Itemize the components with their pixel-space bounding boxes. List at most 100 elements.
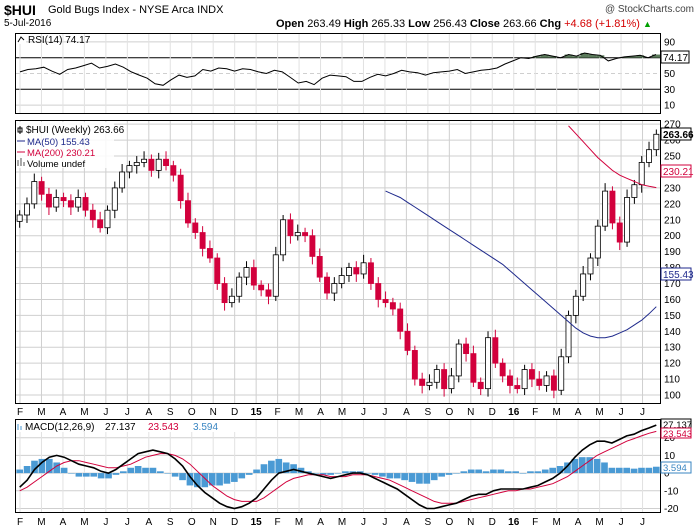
candle-body — [360, 262, 367, 275]
macd-hist-bar — [223, 473, 231, 484]
candlestick-icon — [17, 126, 23, 134]
candle-body — [492, 337, 499, 364]
price-tick-label: 250 — [664, 152, 681, 163]
ma50-last-box — [660, 267, 692, 281]
candle-body — [67, 200, 74, 208]
candle-body — [550, 375, 557, 391]
macd-hist-bar — [319, 473, 327, 475]
macd-hist-bar — [253, 469, 260, 474]
month-label: 16 — [508, 517, 520, 528]
macd-hist-bar — [453, 473, 460, 474]
month-label: N — [467, 517, 474, 528]
candle-body — [499, 362, 506, 377]
macd-hist-bar — [504, 471, 512, 474]
rsi-tick-label: 10 — [664, 101, 676, 112]
month-label: N — [467, 407, 474, 418]
month-label: J — [103, 407, 108, 418]
macd-hist-bar — [142, 467, 149, 474]
macd-hist-bar — [23, 466, 31, 474]
macd-hist-bar — [615, 467, 623, 474]
macd-hist-bar — [53, 462, 61, 474]
macd-hist-bar — [194, 473, 201, 488]
price-tick-label: 190 — [664, 247, 681, 258]
candle-body — [206, 248, 213, 259]
rsi-overbought-fill — [628, 56, 637, 58]
macd-hist-bar — [541, 469, 549, 474]
macd-hist-bar — [556, 466, 564, 474]
signal-last-box — [660, 427, 692, 439]
candle-body — [104, 209, 111, 229]
candle-body — [653, 133, 660, 151]
macd-hist-bar — [45, 458, 53, 474]
month-label: F — [275, 517, 281, 528]
candle-body — [163, 158, 169, 167]
candle-body — [111, 187, 118, 211]
rsi-overbought-fill — [580, 52, 589, 58]
rsi-legend-box — [16, 34, 26, 44]
macd-hist-bar — [445, 473, 453, 475]
macd-hist-bar — [290, 464, 297, 474]
rsi-overbought-fill — [588, 54, 597, 58]
low-value: 256.43 — [433, 18, 467, 30]
candle-body — [419, 378, 426, 386]
candle-body — [448, 375, 455, 390]
macd-hist-bar — [120, 471, 127, 474]
macd-hist-bar — [349, 471, 357, 474]
candle-body — [426, 381, 433, 386]
macd-hist-bar — [652, 466, 660, 474]
month-label: J — [103, 517, 108, 528]
candle-body — [631, 184, 638, 198]
macd-hist-bar — [564, 462, 571, 474]
macd-hist-bar — [171, 473, 179, 477]
candle-body — [258, 284, 265, 291]
macd-hist-bar — [645, 467, 653, 474]
price-tick-label: 160 — [664, 295, 681, 306]
candle-body — [609, 190, 616, 224]
candle-body — [528, 369, 535, 380]
candle-body — [404, 330, 411, 351]
month-label: O — [188, 407, 196, 418]
month-label: F — [17, 517, 23, 528]
macd-hist-bar — [134, 466, 142, 474]
rsi-ticks: 9070503010 — [664, 37, 676, 111]
rsi-overbought-fill — [532, 56, 541, 58]
month-label: D — [489, 517, 496, 528]
month-label: A — [575, 517, 582, 528]
month-label: S — [167, 517, 174, 528]
month-label: D — [231, 517, 238, 528]
macd-hist-bar — [623, 467, 631, 474]
rsi-line — [19, 52, 657, 86]
macd-hist-bar — [519, 473, 527, 474]
candle-body — [214, 257, 221, 284]
price-panel-frame — [15, 120, 661, 404]
macd-grid — [16, 420, 660, 512]
candle-body — [521, 369, 528, 390]
macd-legend-icon — [17, 424, 22, 430]
price-legend: $HUI (Weekly) 263.66 MA(50) 155.43 MA(20… — [16, 122, 125, 170]
macd-hist-bar — [490, 469, 497, 474]
price-legend-title: $HUI (Weekly) 263.66 — [26, 125, 125, 136]
price-ticks: 2702602502402302202102001901801701601501… — [664, 120, 681, 402]
candlesticks — [16, 129, 660, 399]
price-tick-label: 100 — [664, 391, 681, 402]
month-label: J — [382, 407, 387, 418]
candle-body — [302, 232, 309, 237]
macd-hist-bar — [460, 471, 468, 474]
macd-hist-bar — [534, 471, 542, 474]
hist-last-box — [660, 461, 692, 474]
macd-hist-bar — [112, 473, 120, 475]
macd-hist-bar — [186, 473, 194, 486]
rsi-last-box — [660, 50, 690, 64]
chg-label: Chg — [539, 18, 562, 30]
price-tick-label: 150 — [664, 311, 681, 322]
month-label: J — [619, 517, 624, 528]
candle-body — [353, 267, 360, 275]
candle-body — [580, 273, 587, 297]
price-tick-label: 230 — [664, 183, 681, 194]
macd-histogram — [16, 457, 660, 488]
candle-body — [338, 275, 345, 284]
candle-body — [192, 222, 199, 233]
month-label: M — [80, 517, 88, 528]
macd-hist-bar — [356, 471, 364, 474]
month-label: J — [125, 517, 130, 528]
